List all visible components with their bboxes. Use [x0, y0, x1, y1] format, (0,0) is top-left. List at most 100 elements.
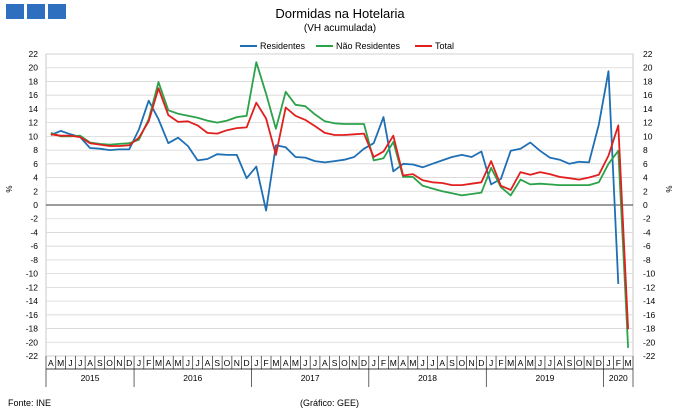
month-tick-label: F: [381, 358, 386, 368]
y-axis-label-left: %: [5, 185, 14, 192]
series-line: [50, 70, 620, 284]
year-label: 2019: [535, 373, 554, 383]
month-tick-label: J: [489, 358, 493, 368]
month-tick-label: A: [48, 358, 54, 368]
y-tick-label-left: 16: [29, 90, 39, 100]
y-tick-label-left: -4: [30, 227, 38, 237]
year-label: 2020: [609, 373, 628, 383]
y-axis-label-right: %: [665, 185, 674, 192]
y-tick-label-left: -12: [26, 282, 39, 292]
month-tick-label: J: [303, 358, 307, 368]
y-tick-label-left: 14: [29, 104, 39, 114]
y-tick-label-left: -14: [26, 296, 39, 306]
y-tick-label-right: 6: [643, 159, 648, 169]
y-tick-label-right: -8: [643, 255, 651, 265]
month-tick-label: N: [469, 358, 475, 368]
y-tick-label-right: -2: [643, 214, 651, 224]
month-tick-label: N: [234, 358, 240, 368]
y-tick-label-right: -10: [643, 269, 656, 279]
logo-block: [6, 4, 24, 19]
month-tick-label: M: [507, 358, 514, 368]
y-tick-label-right: 4: [643, 173, 648, 183]
month-tick-label: O: [341, 358, 348, 368]
month-tick-label: M: [390, 358, 397, 368]
month-tick-label: A: [165, 358, 171, 368]
y-tick-label-right: -4: [643, 227, 651, 237]
month-tick-label: J: [548, 358, 552, 368]
y-tick-label-left: 6: [33, 159, 38, 169]
month-tick-label: J: [430, 358, 434, 368]
y-tick-label-right: 10: [643, 131, 653, 141]
month-tick-label: M: [625, 358, 632, 368]
ine-logo: [6, 4, 66, 19]
month-tick-label: A: [557, 358, 563, 368]
month-tick-label: D: [596, 358, 602, 368]
month-tick-label: A: [322, 358, 328, 368]
month-tick-label: N: [351, 358, 357, 368]
month-tick-label: O: [224, 358, 231, 368]
year-label: 2017: [301, 373, 320, 383]
month-tick-label: J: [421, 358, 425, 368]
y-tick-label-left: 10: [29, 131, 39, 141]
y-tick-label-left: -6: [30, 241, 38, 251]
month-tick-label: D: [126, 358, 132, 368]
y-tick-label-left: 20: [29, 63, 39, 73]
legend-label: Total: [435, 41, 454, 51]
month-tick-label: N: [586, 358, 592, 368]
month-tick-label: A: [518, 358, 524, 368]
logo-block: [27, 4, 45, 19]
chart-title: Dormidas na Hotelaria: [275, 6, 405, 21]
y-tick-label-left: 2: [33, 186, 38, 196]
y-tick-label-left: 22: [29, 49, 39, 59]
y-tick-label-left: -2: [30, 214, 38, 224]
y-tick-label-right: 8: [643, 145, 648, 155]
chart-credit: (Gráfico: GEE): [300, 398, 360, 408]
month-tick-label: O: [458, 358, 465, 368]
month-tick-label: D: [478, 358, 484, 368]
series-line: [50, 87, 629, 330]
y-tick-label-right: 0: [643, 200, 648, 210]
month-tick-label: A: [205, 358, 211, 368]
y-tick-label-left: 4: [33, 173, 38, 183]
legend-label: Não Residentes: [336, 41, 401, 51]
month-tick-label: O: [576, 358, 583, 368]
chart-subtitle: (VH acumulada): [303, 23, 377, 34]
legend-label: Residentes: [260, 41, 306, 51]
month-tick-label: M: [175, 358, 182, 368]
y-tick-label-left: 12: [29, 118, 39, 128]
month-tick-label: S: [449, 358, 455, 368]
y-tick-label-right: 22: [643, 49, 653, 59]
month-tick-label: J: [538, 358, 542, 368]
month-tick-label: J: [254, 358, 258, 368]
y-tick-label-right: 12: [643, 118, 653, 128]
y-tick-label-left: -22: [26, 351, 39, 361]
month-tick-label: J: [372, 358, 376, 368]
y-tick-label-left: -18: [26, 324, 39, 334]
month-tick-label: A: [400, 358, 406, 368]
month-tick-label: S: [332, 358, 338, 368]
month-tick-label: M: [409, 358, 416, 368]
month-tick-label: D: [361, 358, 367, 368]
month-tick-label: F: [264, 358, 269, 368]
y-tick-label-right: -14: [643, 296, 656, 306]
month-tick-label: F: [616, 358, 621, 368]
y-tick-label-right: 14: [643, 104, 653, 114]
month-tick-label: J: [137, 358, 141, 368]
y-tick-label-left: 8: [33, 145, 38, 155]
y-tick-label-left: 18: [29, 76, 39, 86]
month-tick-label: S: [567, 358, 573, 368]
y-tick-label-right: -12: [643, 282, 656, 292]
month-tick-label: M: [155, 358, 162, 368]
month-tick-label: S: [97, 358, 103, 368]
month-tick-label: F: [146, 358, 151, 368]
y-tick-label-left: -8: [30, 255, 38, 265]
month-tick-label: A: [439, 358, 445, 368]
y-tick-label-right: -18: [643, 324, 656, 334]
month-tick-label: O: [106, 358, 113, 368]
month-tick-label: J: [68, 358, 72, 368]
y-tick-label-right: 2: [643, 186, 648, 196]
month-tick-label: A: [87, 358, 93, 368]
y-tick-label-left: 0: [33, 200, 38, 210]
month-tick-label: M: [272, 358, 279, 368]
month-tick-label: A: [283, 358, 289, 368]
